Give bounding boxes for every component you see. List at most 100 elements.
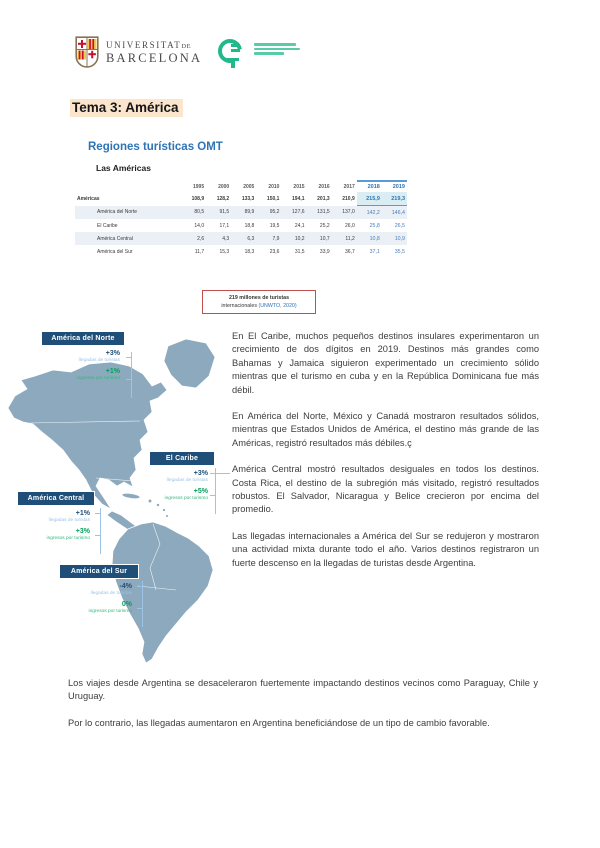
table-row: Américas 108,9 128,2 133,3 150,1 194,1 201,3 21…	[75, 192, 407, 206]
value-cell: 80,5	[194, 209, 205, 216]
value-cell: 108,9	[191, 195, 205, 202]
value-cell: 201,3	[317, 195, 330, 202]
row-label: América Central	[97, 235, 133, 242]
cett-logo-icon	[213, 34, 248, 68]
body-paragraph: América Central mostró resultados desigu…	[232, 464, 539, 515]
arrivals-percent: +3%	[105, 350, 120, 357]
table-row: América del Sur 11,7 15,3 18,3 23,6 31,5 33,9 3…	[75, 245, 407, 258]
page-title: Tema 3: América	[70, 99, 183, 117]
ub-name-line2: BARCELONA	[106, 51, 203, 65]
value-cell: 25,2	[319, 222, 330, 229]
body-paragraph: Por lo contrario, las llegadas aumentaro…	[68, 717, 490, 728]
year-column-header: 2017	[343, 183, 355, 190]
table-row: El Caribe 14,0 17,1 18,8 19,5 24,1 25,2 26,0 25,…	[75, 219, 407, 232]
americas-map: América del Norte +3% llegadas de turist…	[0, 328, 230, 673]
ub-logo: UNIVERSITATDE BARCELONA	[75, 36, 202, 69]
value-cell: 7,9	[272, 235, 280, 242]
row-label: América del Norte	[97, 209, 138, 216]
value-cell: 14,0	[194, 222, 205, 229]
unwto-reference-link[interactable]: (UNWTO, 2020)	[258, 302, 297, 309]
year-column-header: 2016	[318, 183, 330, 190]
americas-map-silhouette	[7, 338, 216, 664]
body-text-column: En El Caribe, muchos pequeños destinos i…	[232, 330, 539, 583]
receipts-percent: 0%	[121, 601, 132, 609]
value-cell: 15,3	[219, 248, 230, 255]
body-paragraph: En América del Norte, México y Canadá mo…	[232, 411, 539, 448]
value-cell: 10,9	[394, 235, 405, 242]
ub-crest-icon	[75, 36, 99, 68]
row-label: El Caribe	[97, 222, 118, 229]
arrivals-percent: -4%	[119, 583, 132, 590]
value-cell: 4,3	[222, 235, 230, 242]
tourism-table-wrap: 1995 2000 2005 2010 2015 2016 2017 2018 2019 Amér…	[75, 180, 407, 258]
map-region-caribbean: El Caribe +3% llegadas de turistas +5% i…	[150, 452, 230, 514]
region-column-header	[75, 181, 181, 192]
region-stats: +1% llegadas de turistas +3% ingresos po…	[18, 510, 90, 542]
region-stats: +3% llegadas de turistas +1% ingresos po…	[42, 350, 120, 382]
americas-arrivals-table: 1995 2000 2005 2010 2015 2016 2017 2018 2019 Amér…	[75, 180, 407, 258]
cett-logo	[213, 34, 301, 68]
value-cell: 26,0	[345, 222, 355, 229]
year-column-header: 2015	[293, 183, 305, 190]
value-cell: 146,4	[391, 209, 405, 216]
arrivals-label: llegadas de turistas	[90, 590, 132, 596]
arrivals-percent: +3%	[193, 470, 208, 477]
note-line2: internacionales (UNWTO, 2020)	[221, 302, 297, 309]
receipts-label: ingresos por turismo	[88, 608, 132, 614]
receipts-percent: +3%	[75, 528, 90, 536]
region-name-badge: América del Sur	[60, 565, 138, 578]
receipts-label: ingresos por turismo	[76, 375, 120, 381]
value-cell: 37,1	[369, 248, 380, 255]
map-region-north-america: América del Norte +3% llegadas de turist…	[42, 332, 133, 398]
value-cell: 215,9	[356, 192, 382, 206]
ub-logo-text: UNIVERSITATDE BARCELONA	[106, 40, 203, 65]
map-region-south-america: América del Sur -4% llegadas de turistas…	[60, 565, 144, 627]
value-cell: 18,8	[244, 222, 255, 229]
value-cell: 31,5	[294, 248, 305, 255]
table-row: América del Norte 80,5 91,5 89,9 95,2 127,6 13…	[75, 205, 407, 219]
table-row: América Central 2,6 4,3 6,3 7,9 10,2 10,7 11,2 1…	[75, 232, 407, 245]
value-cell: 18,3	[244, 248, 255, 255]
year-column-header: 2019	[381, 180, 407, 192]
value-cell: 142,2	[366, 209, 380, 216]
cett-logo-tagline-lines	[254, 38, 301, 57]
section-subheading: Las Américas	[96, 163, 151, 173]
receipts-label: ingresos por turismo	[164, 495, 208, 501]
receipts-percent: +5%	[193, 488, 208, 496]
value-cell: 150,1	[266, 195, 280, 202]
value-cell: 127,6	[292, 209, 305, 216]
value-cell: 210,9	[342, 195, 355, 202]
value-cell: 10,8	[369, 235, 380, 242]
value-cell: 26,5	[394, 222, 405, 229]
value-cell: 131,5	[317, 209, 330, 216]
row-label: Américas	[77, 195, 100, 202]
value-cell: 137,0	[342, 209, 355, 216]
year-column-header: 1995	[192, 183, 205, 190]
value-cell: 11,7	[194, 248, 205, 255]
map-region-central-america: América Central +1% llegadas de turistas…	[18, 492, 102, 554]
value-cell: 11,2	[345, 235, 355, 242]
receipts-label: ingresos por turismo	[46, 535, 90, 541]
value-cell: 17,1	[219, 222, 230, 229]
receipts-percent: +1%	[105, 368, 120, 376]
value-cell: 219,3	[381, 192, 407, 206]
row-label: América del Sur	[97, 248, 133, 255]
value-cell: 95,2	[269, 209, 280, 216]
value-cell: 25,8	[369, 222, 380, 229]
arrivals-label: llegadas de turistas	[48, 517, 90, 523]
body-paragraph: Los viajes desde Argentina se desacelera…	[68, 678, 538, 702]
value-cell: 19,5	[269, 222, 280, 229]
value-cell: 91,5	[219, 209, 230, 216]
value-cell: 89,9	[244, 209, 255, 216]
value-cell: 194,1	[292, 195, 305, 202]
region-stats: +3% llegadas de turistas +5% ingresos po…	[150, 470, 208, 502]
value-cell: 10,2	[294, 235, 305, 242]
bottom-text-block: Los viajes desde Argentina se desacelera…	[68, 677, 538, 743]
body-paragraph: En El Caribe, muchos pequeños destinos i…	[232, 331, 539, 395]
body-paragraph: Las llegadas internacionales a América d…	[232, 530, 539, 568]
region-name-badge: El Caribe	[150, 452, 214, 465]
value-cell: 35,5	[394, 248, 405, 255]
value-cell: 133,3	[241, 195, 255, 202]
value-cell: 24,1	[294, 222, 305, 229]
